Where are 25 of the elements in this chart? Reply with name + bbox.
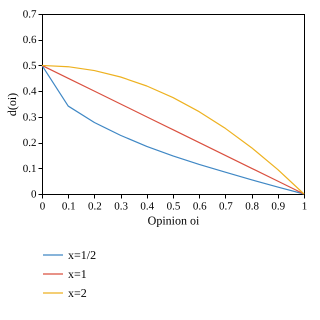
y-tick-label: 0 [31,188,37,200]
x-tick-label: 0.3 [114,200,128,212]
legend-label: x=1 [68,267,87,281]
y-tick-label: 0.6 [22,34,37,46]
x-tick-label: 1 [302,200,308,212]
y-tick-label: 0.4 [22,86,37,98]
x-tick-label: 0.7 [219,200,234,212]
y-tick-label: 0.3 [22,111,37,124]
x-tick-label: 0.9 [271,200,286,212]
x-tick-label: 0.8 [245,200,260,212]
x-tick-label: 0.1 [62,200,76,212]
y-tick-label: 0.5 [22,60,37,72]
y-tick-label: 0.7 [22,8,37,20]
line-series [41,64,305,195]
y-axis-title: d(oi) [4,92,19,116]
x-tick-label: 0.5 [166,200,181,212]
x-tick-label: 0.4 [140,200,155,212]
legend-label: x=1/2 [68,248,96,262]
x-tick-label: 0 [40,200,46,212]
y-tick-label: 0.1 [22,162,36,175]
x-tick-label: 0.2 [88,200,102,212]
x-axis-title: Opinion oi [148,214,200,228]
y-tick-label: 0.2 [22,137,36,150]
x-tick-label: 0.6 [192,200,208,212]
legend-label: x=2 [68,286,87,300]
